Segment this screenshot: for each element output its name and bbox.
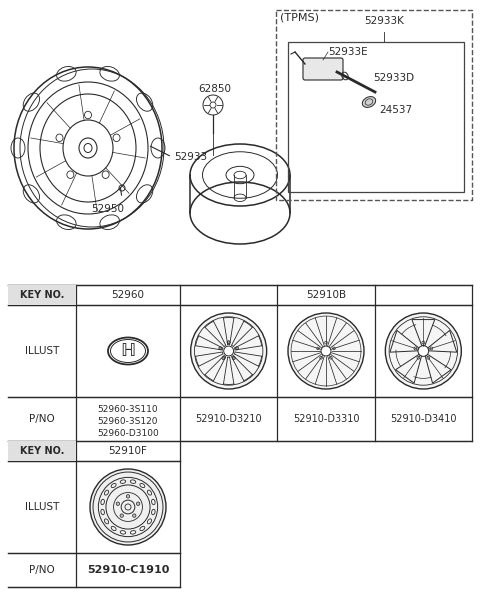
- Circle shape: [430, 347, 433, 350]
- Circle shape: [224, 346, 234, 356]
- Text: 52960-3S110: 52960-3S110: [98, 405, 158, 414]
- Text: 52910-D3210: 52910-D3210: [195, 414, 262, 424]
- Circle shape: [418, 346, 429, 356]
- Circle shape: [324, 341, 327, 344]
- FancyBboxPatch shape: [303, 58, 343, 80]
- Circle shape: [321, 346, 331, 356]
- Text: P/NO: P/NO: [29, 414, 55, 424]
- Circle shape: [422, 341, 425, 344]
- Bar: [8, 285, 76, 305]
- Circle shape: [227, 341, 230, 344]
- Circle shape: [317, 347, 319, 350]
- Text: 52910F: 52910F: [108, 446, 147, 456]
- Text: 52933K: 52933K: [364, 16, 404, 26]
- Text: 52910-C1910: 52910-C1910: [87, 565, 169, 575]
- Text: 52960: 52960: [111, 290, 144, 300]
- Circle shape: [120, 514, 123, 518]
- Text: ILLUST: ILLUST: [25, 346, 59, 356]
- Circle shape: [132, 514, 136, 518]
- Text: 52910-D3310: 52910-D3310: [293, 414, 359, 424]
- Ellipse shape: [362, 97, 376, 107]
- Text: 52960-D3100: 52960-D3100: [97, 429, 159, 438]
- Text: ℍ: ℍ: [120, 342, 136, 360]
- Text: (TPMS): (TPMS): [280, 12, 319, 22]
- Circle shape: [320, 356, 323, 359]
- Bar: [8, 441, 76, 461]
- Circle shape: [126, 495, 130, 498]
- Text: 52960-3S120: 52960-3S120: [98, 417, 158, 426]
- Text: 52950: 52950: [92, 204, 124, 214]
- Circle shape: [191, 313, 267, 389]
- Bar: [276, 10, 472, 200]
- Circle shape: [414, 347, 417, 350]
- Text: 52910B: 52910B: [306, 290, 346, 300]
- Text: KEY NO.: KEY NO.: [20, 446, 64, 456]
- Circle shape: [222, 356, 225, 359]
- Circle shape: [236, 347, 239, 350]
- Circle shape: [333, 347, 336, 350]
- Text: P/NO: P/NO: [29, 565, 55, 575]
- Circle shape: [330, 356, 332, 359]
- Text: KEY NO.: KEY NO.: [20, 290, 64, 300]
- Circle shape: [90, 469, 166, 545]
- Circle shape: [232, 356, 235, 359]
- Circle shape: [417, 356, 420, 359]
- Text: 52910-D3410: 52910-D3410: [390, 414, 456, 424]
- Circle shape: [136, 502, 140, 506]
- Text: 52933: 52933: [174, 152, 207, 162]
- Circle shape: [288, 313, 364, 389]
- Text: 62850: 62850: [198, 84, 231, 94]
- Circle shape: [116, 502, 120, 506]
- Circle shape: [427, 356, 430, 359]
- Bar: [288, 42, 464, 192]
- Circle shape: [385, 313, 461, 389]
- Text: 52933D: 52933D: [373, 73, 414, 83]
- Text: 52933E: 52933E: [328, 47, 368, 57]
- Circle shape: [219, 347, 222, 350]
- Text: ILLUST: ILLUST: [25, 502, 59, 512]
- Text: 24537: 24537: [379, 105, 412, 115]
